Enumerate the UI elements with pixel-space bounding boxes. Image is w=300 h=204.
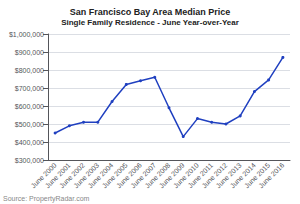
svg-text:June 2007: June 2007 [129, 161, 158, 190]
svg-text:June 2005: June 2005 [100, 161, 129, 190]
svg-text:June 2016: June 2016 [257, 161, 285, 189]
svg-text:June 2001: June 2001 [43, 161, 72, 190]
svg-text:June 2014: June 2014 [228, 161, 257, 190]
svg-text:$700,000: $700,000 [15, 85, 44, 92]
svg-text:June 2010: June 2010 [171, 161, 200, 190]
svg-text:San Francisco Bay Area Median: San Francisco Bay Area Median Price [70, 7, 231, 17]
svg-text:June 2003: June 2003 [72, 161, 101, 190]
svg-text:$300,000: $300,000 [15, 157, 44, 164]
svg-text:$400,000: $400,000 [15, 139, 44, 146]
svg-text:June 2000: June 2000 [29, 161, 58, 190]
svg-text:June 2004: June 2004 [86, 161, 115, 190]
svg-text:$1,000,000: $1,000,000 [9, 31, 44, 38]
svg-text:$600,000: $600,000 [15, 103, 44, 110]
svg-text:June 2008: June 2008 [143, 161, 172, 190]
svg-text:June 2015: June 2015 [243, 161, 272, 190]
svg-text:June 2002: June 2002 [58, 161, 87, 190]
svg-text:$900,000: $900,000 [15, 49, 44, 56]
svg-text:June 2013: June 2013 [214, 161, 243, 190]
svg-text:June 2006: June 2006 [115, 161, 143, 190]
svg-text:Single Family Residence - June: Single Family Residence - June Year-over… [61, 18, 239, 27]
svg-text:Source: PropertyRadar.com: Source: PropertyRadar.com [3, 195, 90, 203]
svg-text:$500,000: $500,000 [15, 121, 44, 128]
svg-text:$800,000: $800,000 [15, 67, 44, 74]
svg-text:June 2009: June 2009 [157, 161, 186, 190]
svg-text:June 2011: June 2011 [186, 161, 215, 190]
svg-text:June 2012: June 2012 [200, 161, 229, 190]
